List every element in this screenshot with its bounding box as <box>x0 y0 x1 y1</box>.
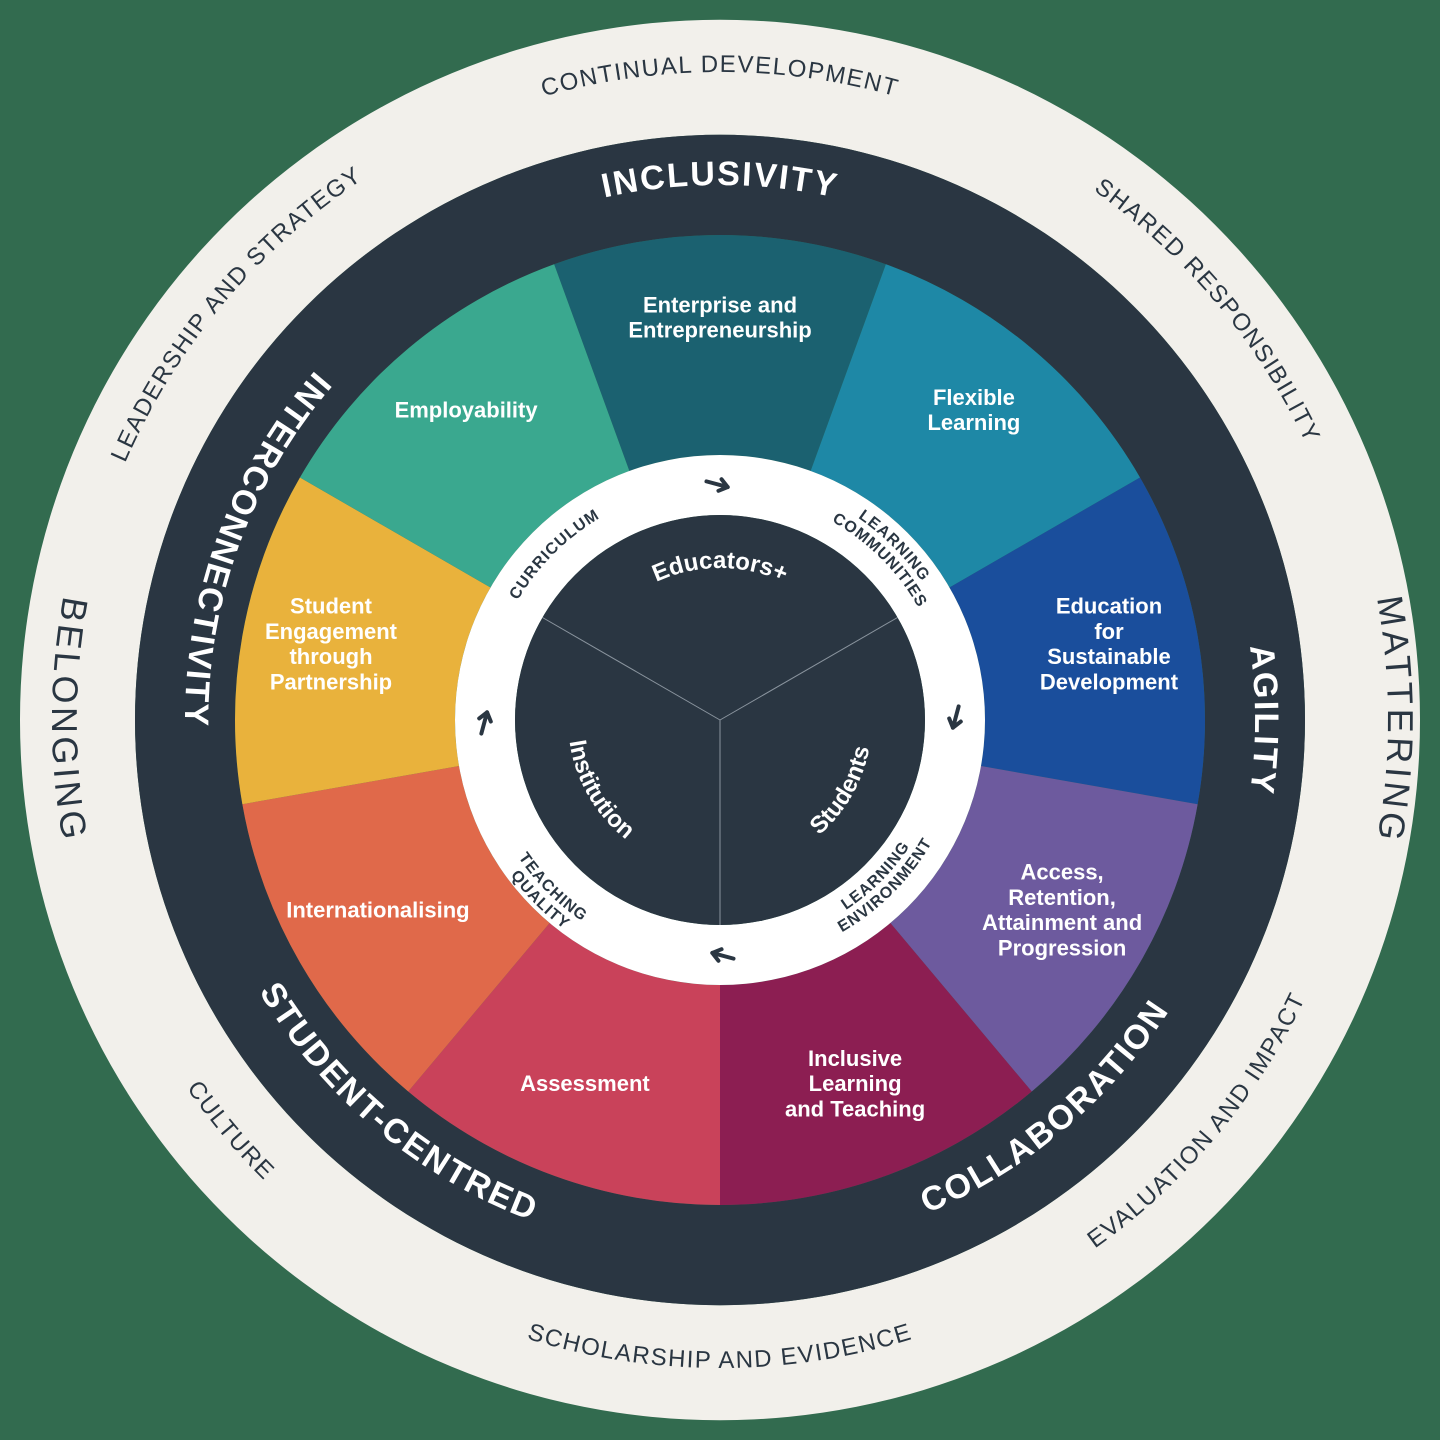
segment-label-5: Assessment <box>520 1071 650 1096</box>
segment-label-0: Enterprise andEntrepreneurship <box>628 292 811 342</box>
dark-ring-label: AGILITY <box>1242 643 1285 798</box>
segment-label-6: Internationalising <box>286 898 469 923</box>
education-framework-wheel: CONTINUAL DEVELOPMENTSHARED RESPONSIBILI… <box>0 0 1440 1440</box>
segment-label-1: FlexibleLearning <box>927 385 1020 435</box>
segment-label-8: Employability <box>395 397 539 422</box>
segment-label-2: EducationforSustainableDevelopment <box>1040 593 1179 694</box>
